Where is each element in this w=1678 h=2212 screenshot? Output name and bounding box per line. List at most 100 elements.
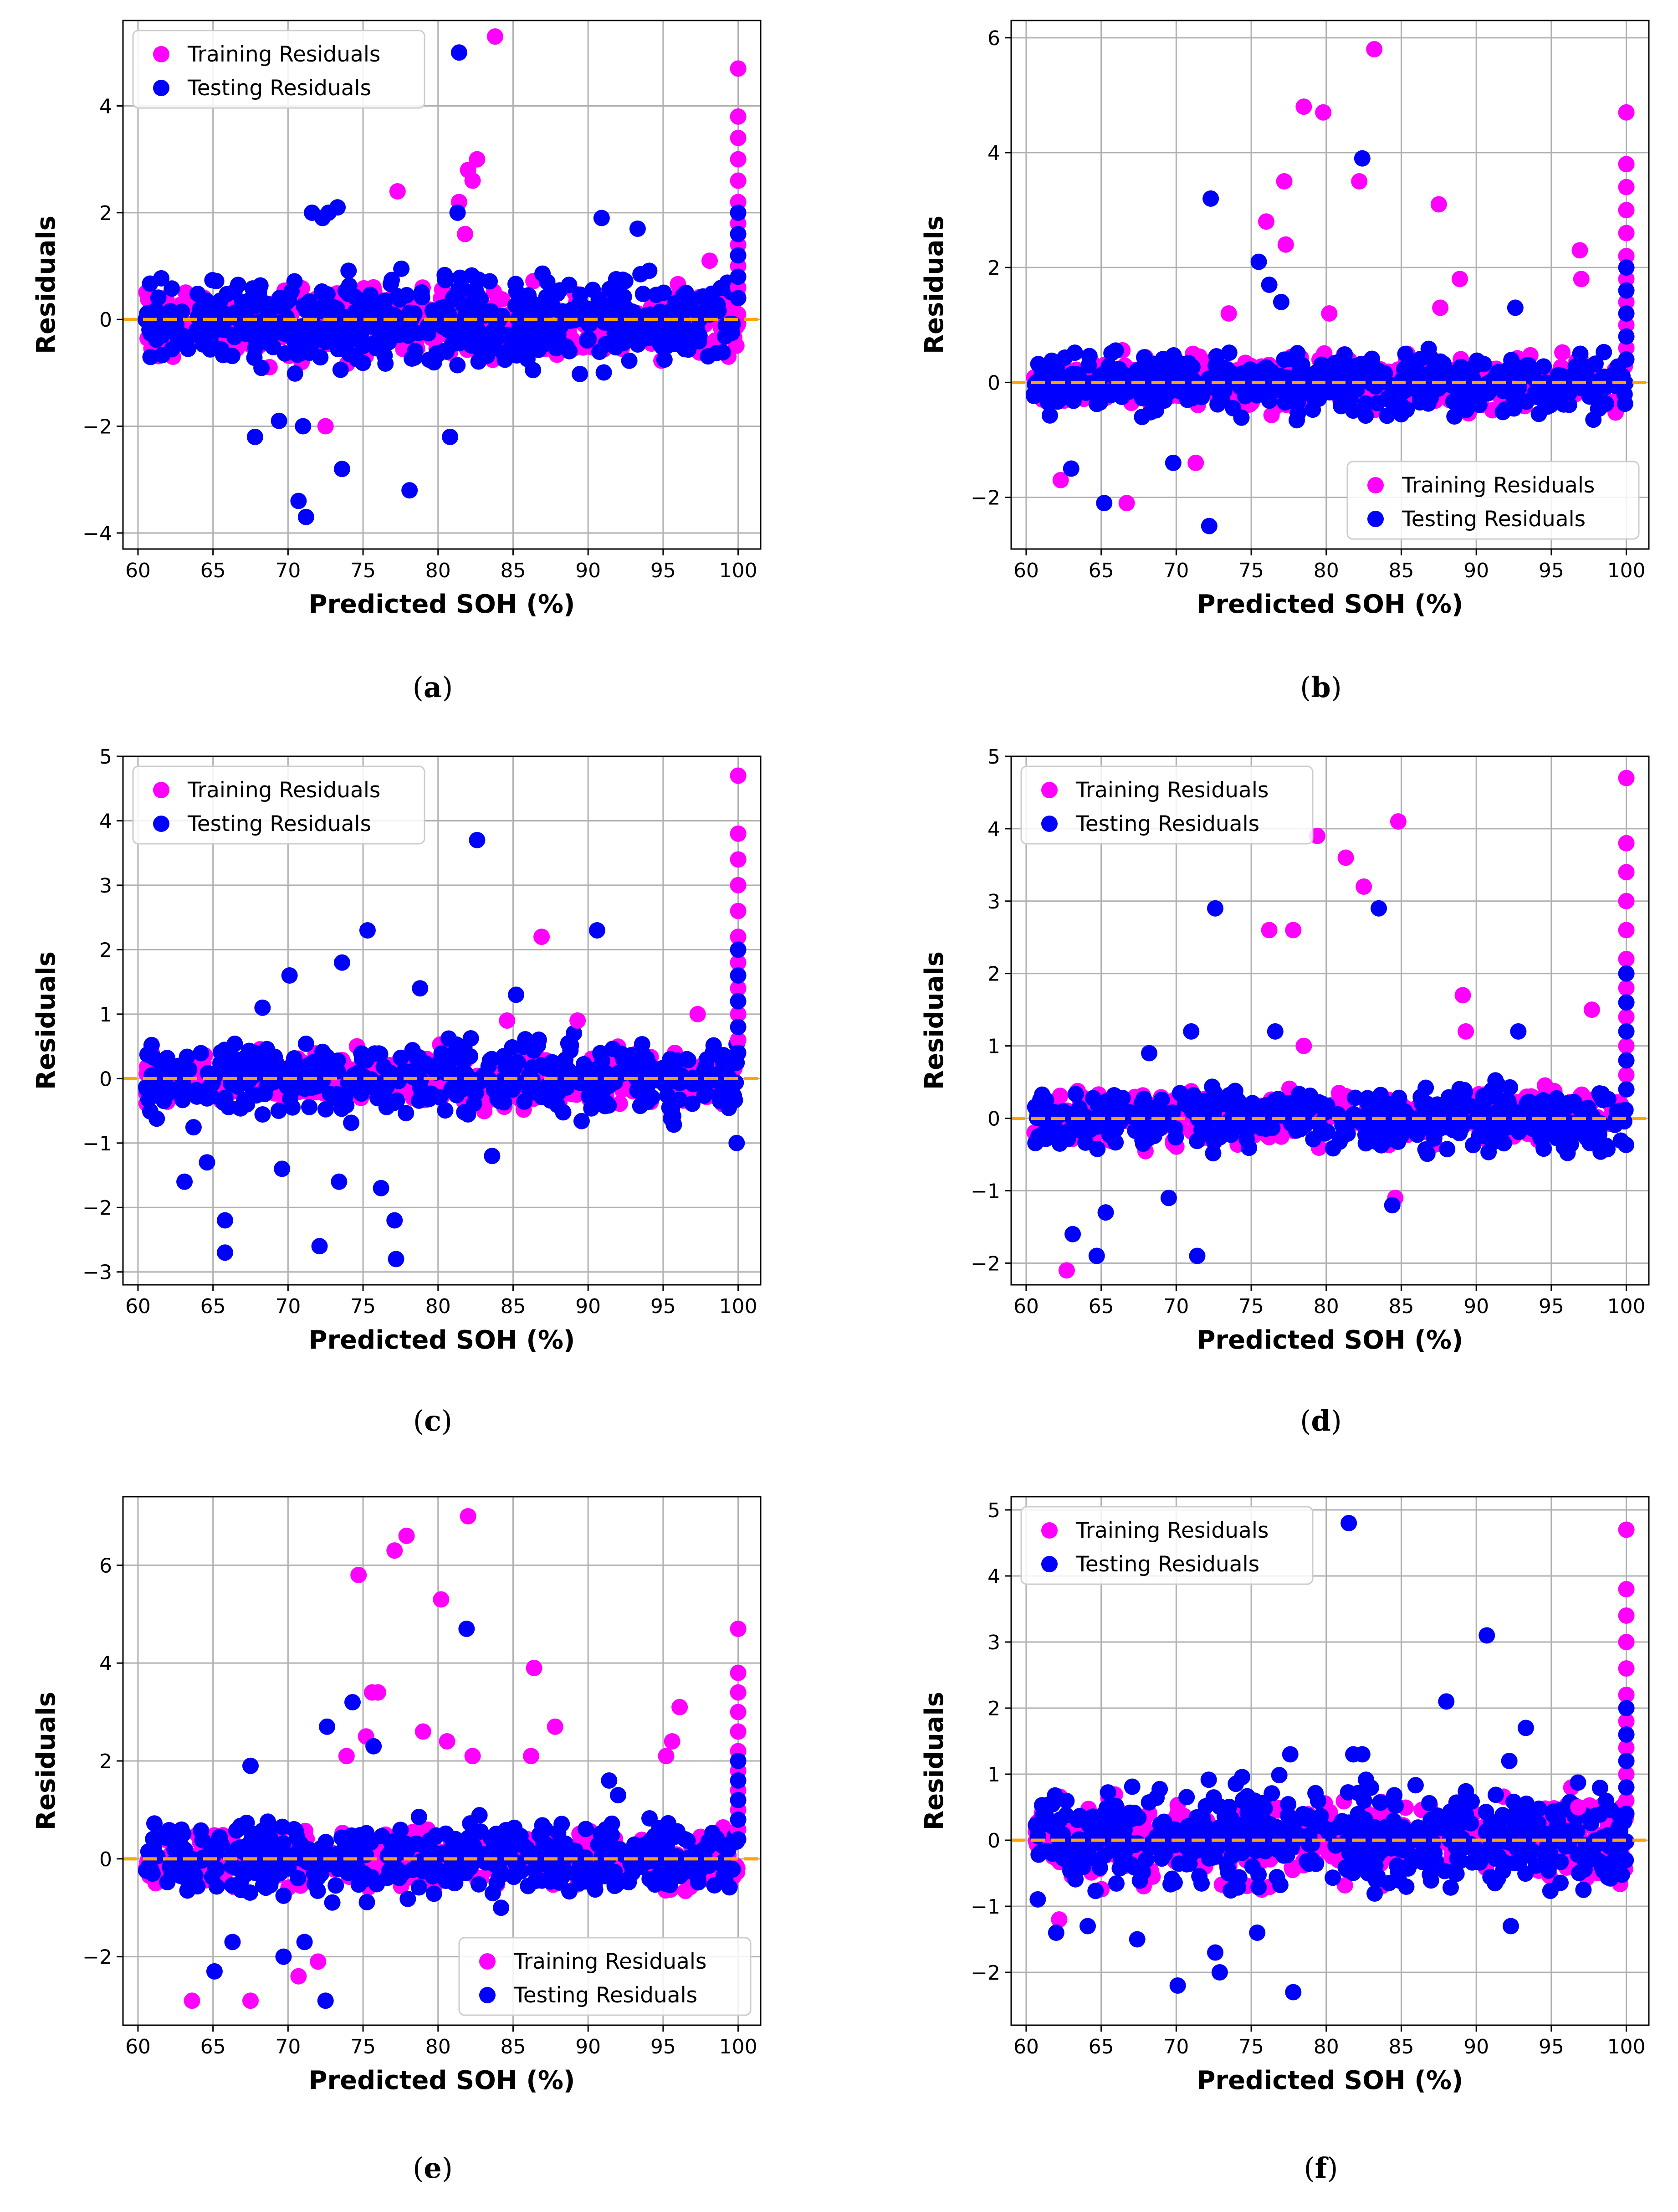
testing-residual-point xyxy=(142,275,159,292)
testing-residual-point xyxy=(1507,299,1524,316)
testing-residual-point xyxy=(726,1088,742,1104)
testing-residual-point xyxy=(280,1860,297,1877)
testing-residual-point xyxy=(1357,395,1374,412)
testing-residual-point xyxy=(554,1868,571,1885)
testing-residual-point xyxy=(728,1134,745,1151)
testing-residual-point xyxy=(224,1934,241,1950)
training-residual-point xyxy=(1618,339,1635,356)
testing-residual-point xyxy=(716,1068,733,1085)
training-residual-point xyxy=(1618,1009,1635,1026)
testing-residual-point xyxy=(730,967,747,984)
testing-residual-point xyxy=(244,280,261,297)
testing-residual-point xyxy=(164,280,180,297)
testing-residual-point xyxy=(522,338,538,354)
testing-residual-point xyxy=(169,326,186,343)
testing-residual-point xyxy=(1033,364,1050,381)
y-tick-label: 0 xyxy=(987,1108,1000,1131)
training-residual-point xyxy=(1315,104,1332,121)
testing-residual-point xyxy=(1236,1112,1253,1129)
testing-residual-point xyxy=(1399,1107,1416,1124)
testing-residual-point xyxy=(595,1082,612,1099)
x-tick-label: 95 xyxy=(650,559,676,582)
testing-residual-point xyxy=(1561,384,1578,401)
testing-residual-point xyxy=(1165,351,1182,368)
testing-residual-point xyxy=(715,1853,732,1870)
testing-residual-point xyxy=(1379,407,1396,424)
caption-close-paren: ) xyxy=(441,1404,452,1437)
testing-residual-point xyxy=(274,1160,291,1177)
testing-residual-point xyxy=(656,351,673,368)
training-residual-point xyxy=(730,151,747,168)
testing-residual-point xyxy=(601,281,618,298)
training-residual-point xyxy=(389,183,406,200)
testing-residual-point xyxy=(1387,386,1404,403)
testing-residual-point xyxy=(1064,365,1081,382)
testing-residual-point xyxy=(584,1096,601,1113)
legend-marker-training xyxy=(479,1953,496,1970)
training-residual-point xyxy=(1618,156,1635,173)
training-residual-point xyxy=(184,1992,200,2009)
testing-residual-point xyxy=(1255,360,1272,377)
testing-residual-point xyxy=(670,314,686,331)
training-residual-point xyxy=(469,151,486,168)
points xyxy=(137,28,747,525)
testing-residual-point xyxy=(569,1868,586,1884)
testing-residual-point xyxy=(407,342,424,359)
testing-residual-point xyxy=(730,941,747,958)
testing-residual-point xyxy=(1297,374,1314,390)
testing-residual-point xyxy=(155,1093,172,1109)
training-residual-point xyxy=(547,1718,563,1735)
training-residual-point xyxy=(526,1659,542,1676)
testing-residual-point xyxy=(1142,404,1159,421)
training-residual-point xyxy=(1390,813,1407,830)
testing-residual-point xyxy=(1207,900,1223,917)
testing-residual-point xyxy=(215,347,231,364)
training-residual-point xyxy=(730,980,747,997)
testing-residual-point xyxy=(266,1861,283,1878)
testing-residual-point xyxy=(1423,363,1440,380)
caption-letter: d xyxy=(1311,1404,1330,1437)
training-residual-point xyxy=(1321,305,1338,322)
testing-residual-point xyxy=(712,280,729,297)
testing-residual-point xyxy=(677,284,694,301)
training-residual-point xyxy=(1258,213,1274,230)
x-axis-title: Predicted SOH (%) xyxy=(1197,1325,1463,1355)
legend-marker-training xyxy=(1041,782,1058,798)
testing-residual-point xyxy=(1567,358,1584,375)
training-residual-point xyxy=(1618,980,1635,996)
x-tick-label: 65 xyxy=(200,559,226,582)
x-tick-label: 95 xyxy=(650,1295,676,1318)
testing-residual-point xyxy=(1141,1045,1158,1062)
training-residual-point xyxy=(1052,472,1069,488)
testing-residual-point xyxy=(667,295,684,312)
testing-residual-point xyxy=(296,1934,313,1950)
testing-residual-point xyxy=(371,1045,388,1062)
testing-residual-point xyxy=(462,1048,479,1065)
caption-open-paren: ( xyxy=(413,2151,424,2185)
testing-residual-point xyxy=(593,1847,610,1864)
testing-residual-point xyxy=(1305,401,1321,418)
testing-residual-point xyxy=(1066,344,1083,361)
testing-residual-point xyxy=(1177,363,1193,380)
testing-residual-point xyxy=(730,1044,747,1061)
x-tick-label: 70 xyxy=(275,559,301,582)
training-residual-point xyxy=(1454,987,1471,1004)
x-tick-label: 60 xyxy=(125,2035,151,2058)
x-tick-label: 70 xyxy=(275,1295,301,1318)
testing-residual-point xyxy=(1371,900,1387,917)
testing-residual-point xyxy=(1238,1131,1255,1148)
training-residual-point xyxy=(464,172,481,189)
testing-residual-point xyxy=(369,1090,386,1107)
testing-residual-point xyxy=(496,1094,512,1111)
training-residual-point xyxy=(671,1699,688,1715)
training-residual-point xyxy=(1276,173,1293,190)
training-residual-point xyxy=(1261,922,1278,939)
testing-residual-point xyxy=(261,1055,277,1072)
testing-residual-point xyxy=(449,1045,466,1062)
x-tick-label: 100 xyxy=(1607,559,1646,582)
testing-residual-point xyxy=(328,1086,345,1103)
testing-residual-point xyxy=(595,364,612,381)
testing-residual-point xyxy=(712,1088,729,1104)
testing-residual-point xyxy=(1080,357,1097,374)
x-tick-label: 85 xyxy=(500,1295,526,1318)
